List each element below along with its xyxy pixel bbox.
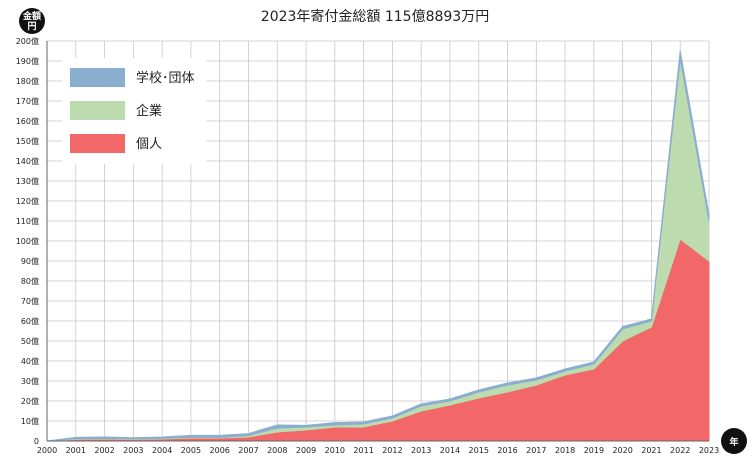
y-tick-label: 150億 (16, 136, 39, 146)
legend-swatch (70, 101, 125, 120)
x-tick-label: 2017 (526, 446, 546, 455)
y-tick-label: 60億 (21, 316, 39, 326)
legend-swatch (70, 134, 125, 153)
axes: 0 10億 20億 30億 40億 50億 60億 70億 80億 90億 100億 110億 120億… (16, 36, 719, 455)
legend-label: 個人 (136, 137, 162, 152)
y-tick-label: 40億 (21, 356, 39, 366)
y-tick-label: 140億 (16, 156, 39, 166)
x-tick-label: 2014 (440, 446, 460, 455)
y-tick-label: 30億 (21, 376, 39, 386)
legend-swatch (70, 68, 125, 87)
y-unit-badge-text: 金額 (22, 10, 41, 22)
legend-label: 学校･団体 (136, 70, 195, 86)
area-series-0 (46, 238, 710, 442)
legend-label: 企業 (136, 103, 162, 119)
x-tick-label: 2008 (267, 446, 287, 455)
x-tick-label: 2015 (469, 446, 489, 455)
y-tick-label: 10億 (21, 416, 39, 426)
x-tick-label: 2009 (296, 446, 316, 455)
y-tick-label: 110億 (16, 216, 39, 226)
x-tick-label: 2004 (152, 446, 172, 455)
x-tick-label: 2000 (37, 446, 57, 455)
x-tick-label: 2003 (123, 446, 143, 455)
area-series-2 (46, 50, 710, 442)
y-tick-label: 20億 (21, 396, 39, 406)
x-tick-label: 2021 (641, 446, 661, 455)
x-tick-label: 2001 (66, 446, 86, 455)
y-tick-label: 130億 (16, 176, 39, 186)
x-tick-label: 2023 (699, 446, 719, 455)
y-tick-label: 190億 (16, 56, 39, 66)
x-unit-badge-text: 年 (729, 436, 738, 448)
y-unit-badge (19, 8, 45, 34)
x-tick-label: 2007 (238, 446, 258, 455)
x-tick-label: 2005 (181, 446, 201, 455)
chart-title: 2023年寄付金総額 115億8893万円 (261, 8, 489, 25)
y-tick-label: 90億 (21, 256, 39, 266)
y-unit-badge-text: 円 (27, 21, 36, 32)
y-tick-label: 180億 (16, 76, 39, 86)
x-tick-label: 2022 (670, 446, 690, 455)
y-tick-label: 120億 (16, 196, 39, 206)
x-tick-label: 2006 (210, 446, 230, 455)
x-tick-label: 2011 (353, 446, 373, 455)
x-tick-label: 2016 (497, 446, 517, 455)
area-series (46, 50, 710, 442)
x-tick-label: 2020 (612, 446, 632, 455)
y-tick-label: 160億 (16, 116, 39, 126)
y-tick-label: 0 (34, 437, 39, 446)
x-tick-label: 2019 (584, 446, 604, 455)
y-tick-label: 70億 (21, 296, 39, 306)
x-unit-badge (721, 428, 747, 454)
x-tick-label: 2012 (382, 446, 402, 455)
y-tick-label: 200億 (16, 36, 39, 46)
x-tick-label: 2018 (555, 446, 575, 455)
y-tick-label: 170億 (16, 96, 39, 106)
grid (46, 40, 710, 442)
y-tick-label: 100億 (16, 236, 39, 246)
y-tick-label: 50億 (21, 336, 39, 346)
x-tick-label: 2010 (325, 446, 345, 455)
y-tick-label: 80億 (21, 276, 39, 286)
x-tick-label: 2013 (411, 446, 431, 455)
x-tick-label: 2002 (94, 446, 114, 455)
